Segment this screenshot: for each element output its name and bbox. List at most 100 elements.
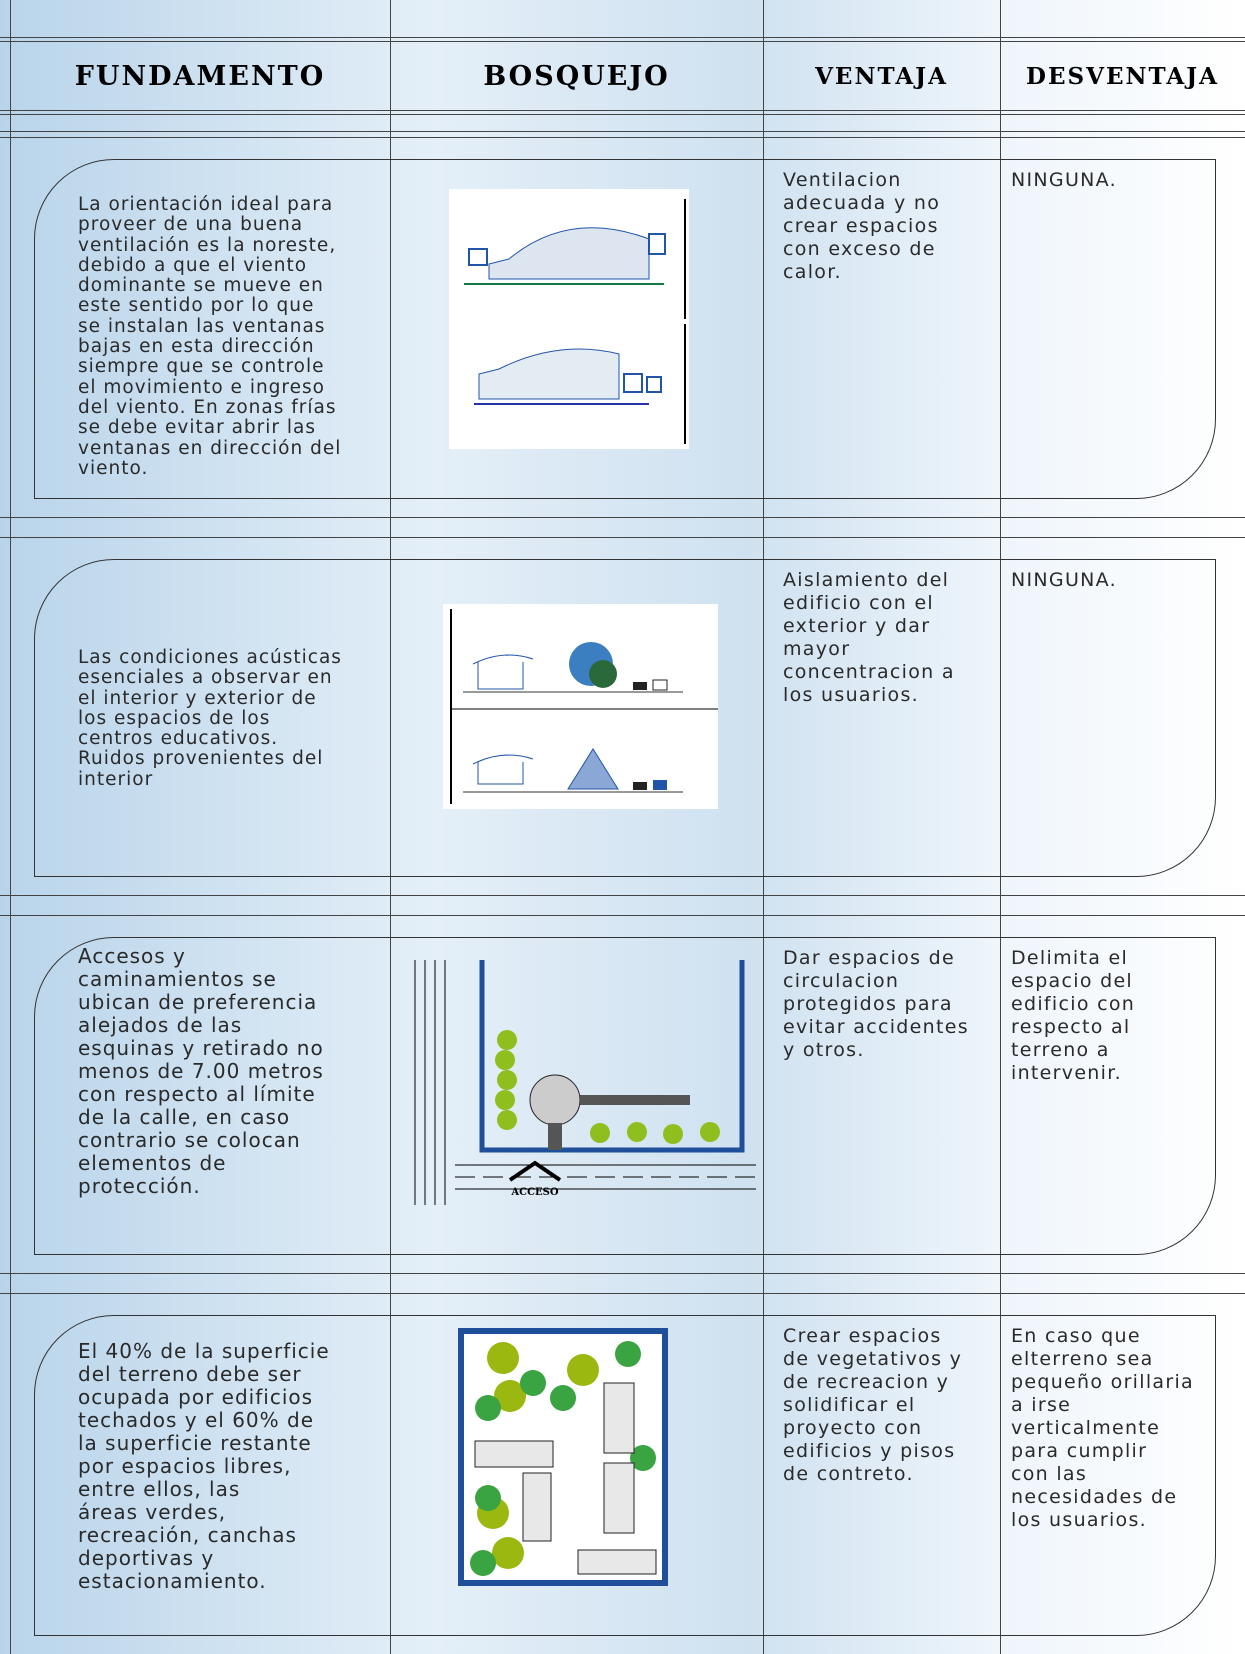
fundamento: La orientación ideal para proveer de una … [78,194,378,479]
text-line: pequeño orillaria [1011,1371,1194,1393]
text-line: mayor [783,638,851,660]
text-line: este sentido por lo que [78,295,315,317]
text-line: el movimiento e ingreso [78,376,325,398]
row-line [0,537,1245,538]
text-line: ventanas en dirección del [78,437,342,459]
text-line: circulacion [783,970,900,992]
row-line [0,137,1245,138]
text-line: Ventilacion [783,169,902,191]
text-line: edificios y pisos [783,1440,956,1462]
text-line: elterreno sea [1011,1348,1154,1370]
text-line: espacio del [1011,970,1134,992]
text-line: recreación, canchas [78,1523,297,1547]
text-line: elementos de [78,1151,227,1175]
ventaja: Ventilacion adecuada y no crear espacios co… [783,169,993,284]
ventaja: Aislamiento del edificio con el exterior y… [783,569,993,707]
text-line: con exceso de [783,238,936,260]
text-line: esenciales a observar en [78,667,333,689]
text-line: del viento. En zonas frías [78,396,337,418]
text-line: de recreacion y [783,1371,950,1393]
row-line [0,1293,1245,1294]
text-line: para cumplir [1011,1440,1148,1462]
text-line: concentracion a [783,661,955,683]
text-line: intervenir. [1011,1062,1122,1084]
text-line: edificio con el [783,592,935,614]
text-line: Delimita el [1011,947,1129,969]
text-line: los usuarios. [783,684,920,706]
column-line [390,0,391,1654]
text-line: los espacios de los [78,707,271,729]
text-line: menos de 7.00 metros [78,1059,324,1083]
header-cell: FUNDAMENTO [74,60,326,92]
sketch [443,604,718,809]
text-line: los usuarios. [1011,1509,1148,1531]
sketch [449,189,689,449]
text-line: proveer de una buena [78,214,304,236]
text-line: NINGUNA. [1011,169,1117,191]
row-line [0,1273,1245,1274]
text-line: verticalmente [1011,1417,1161,1439]
text-line: Dar espacios de [783,947,955,969]
text-line: a irse [1011,1394,1072,1416]
text-line: estacionamiento. [78,1569,267,1593]
text-line: ventilación es la noreste, [78,234,337,256]
sketch: ACCESO [414,960,756,1205]
text-line: de contreto. [783,1463,914,1485]
desventaja: NINGUNA. [1011,169,1221,192]
row-frame [34,1315,1216,1636]
fundamento: El 40% de la superficie del terreno debe … [78,1340,378,1593]
text-line: viento. [78,457,149,479]
text-line: Accesos y [78,944,186,968]
text-line: esquinas y retirado no [78,1036,324,1060]
sketch-label: ACCESO [510,1187,559,1198]
text-line: solidificar el [783,1394,916,1416]
text-line: techados y el 60% de [78,1408,315,1432]
column-line [763,0,764,1654]
row-frame [34,937,1216,1255]
row-line [0,131,1245,132]
text-line: áreas verdes, [78,1500,227,1524]
sketch [458,1328,668,1586]
text-line: el interior y exterior de [78,687,317,709]
text-line: bajas en esta dirección [78,336,315,358]
text-line: crear espacios [783,215,939,237]
column-line [1000,0,1001,1654]
text-line: NINGUNA. [1011,569,1117,591]
row-frame [34,559,1216,877]
header-cell: DESVENTAJA [1026,62,1219,90]
text-line: respecto al [1011,1016,1131,1038]
ventaja: Dar espacios de circulacion protegidos par… [783,947,993,1062]
text-line: proyecto con [783,1417,923,1439]
text-line: del terreno debe ser [78,1362,302,1386]
desventaja: NINGUNA. [1011,569,1221,592]
text-line: edificio con [1011,993,1136,1015]
text-line: alejados de las [78,1013,243,1037]
border [10,0,11,1654]
text-line: siempre que se controle [78,356,325,378]
text-line: con las [1011,1463,1088,1485]
text-line: evitar accidentes [783,1016,969,1038]
header-cell: VENTAJA [815,62,948,90]
text-line: En caso que [1011,1325,1141,1347]
row-frame [34,159,1216,499]
text-line: calor. [783,261,842,283]
text-line: con respecto al límite [78,1082,316,1106]
text-line: Ruidos provenientes del [78,748,324,770]
desventaja: Delimita el espacio del edificio con respec… [1011,947,1221,1085]
ventaja: Crear espacios de vegetativos y de recreac… [783,1325,993,1486]
desventaja: En caso que elterreno sea pequeño orillari… [1011,1325,1221,1532]
text-line: caminamientos se [78,967,277,991]
header-cell: BOSQUEJO [483,60,670,92]
text-line: se instalan las ventanas [78,315,326,337]
text-line: Las condiciones acústicas [78,647,342,668]
text-line: debido a que el viento [78,254,308,276]
text-line: se debe evitar abrir las [78,417,317,439]
text-line: centros educativos. [78,728,279,750]
text-line: de vegetativos y [783,1348,963,1370]
fundamento: Las condiciones acústicas esenciales a ob… [78,647,378,790]
text-line: El 40% de la superficie [78,1339,330,1363]
text-line: entre ellos, las [78,1477,241,1501]
text-line: Aislamiento del [783,569,950,591]
text-line: La orientación ideal para [78,194,334,215]
text-line: protección. [78,1174,201,1198]
